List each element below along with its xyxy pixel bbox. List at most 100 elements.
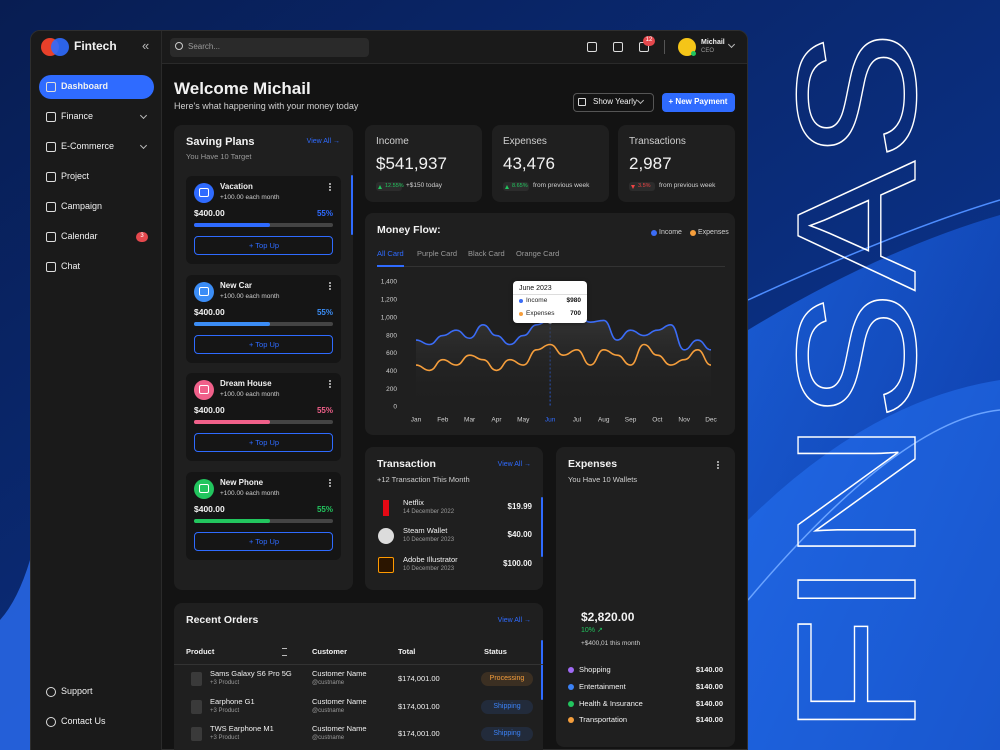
top-up-label: + Top Up <box>248 536 280 546</box>
chart-tab[interactable]: Black Card <box>468 249 505 259</box>
tooltip-label: Expenses <box>526 309 555 317</box>
new-payment-button[interactable] <box>662 93 735 112</box>
transaction-icon <box>378 557 394 573</box>
plan-percent: 55% <box>316 504 333 514</box>
card-title: Expenses <box>568 458 618 471</box>
top-icon[interactable] <box>613 42 623 52</box>
nav-item[interactable]: Chat <box>61 261 81 272</box>
customer-handle: @custname <box>312 680 345 687</box>
period-label: Show Yearly <box>593 97 638 107</box>
card-subtitle: You Have 10 Wallets <box>568 475 638 485</box>
status-pill <box>481 672 533 686</box>
stat-note: from previous week <box>533 182 590 190</box>
legend-label: Income <box>659 229 682 237</box>
card-title: Saving Plans <box>186 135 255 148</box>
tooltip-value: 700 <box>570 309 581 317</box>
stat-card <box>618 125 735 202</box>
nav-icon <box>46 142 56 152</box>
plan-icon-glyph <box>199 385 209 394</box>
nav-icon <box>46 202 56 212</box>
order-status: Shipping <box>493 703 521 711</box>
customer-name: Customer Name <box>312 669 367 679</box>
menu-dot <box>717 467 719 470</box>
card-subtitle: +12 Transaction This Month <box>377 475 470 485</box>
top-up-button[interactable] <box>194 236 333 255</box>
stat-value: $541,937 <box>376 153 447 173</box>
order-total: $174,001.00 <box>398 729 440 739</box>
stat-change: 8.65% <box>512 182 528 189</box>
tooltip-rule <box>513 294 587 295</box>
transaction-amount: $100.00 <box>503 558 532 568</box>
menu-dot <box>329 380 331 382</box>
view-all-link[interactable]: View All → <box>497 461 531 469</box>
nav-item[interactable]: E-Commerce <box>61 141 115 152</box>
nav-icon <box>46 262 56 272</box>
tooltip-dot <box>519 299 523 303</box>
plan-icon-glyph <box>199 287 209 296</box>
chart-tab[interactable]: Purple Card <box>417 249 458 259</box>
plan-name: New Phone <box>220 477 264 487</box>
menu-dot <box>329 186 331 189</box>
menu-dot <box>329 189 331 192</box>
chart-title: Money Flow: <box>377 224 441 237</box>
nav-item[interactable]: Calendar <box>61 231 98 242</box>
customer-handle: @custname <box>312 735 345 742</box>
money-flow-card <box>365 213 735 435</box>
nav-item[interactable]: Project <box>61 171 90 182</box>
stat-badge <box>629 182 655 191</box>
menu-dot <box>329 288 331 291</box>
footer-icon <box>46 687 56 697</box>
nav-badge <box>136 232 148 242</box>
transaction-icon <box>378 528 394 544</box>
nav-item[interactable]: Campaign <box>61 201 103 212</box>
transaction-amount: $40.00 <box>507 529 532 539</box>
top-up-label: + Top Up <box>248 339 280 349</box>
menu-dot <box>329 285 331 288</box>
top-up-label: + Top Up <box>248 437 280 447</box>
user-role: CEO <box>701 48 715 55</box>
plan-rate: +100.00 each month <box>220 390 280 398</box>
customer-handle: @custname <box>312 708 345 715</box>
footer-link[interactable]: Contact Us <box>61 716 106 727</box>
stat-note: from previous week <box>659 182 716 190</box>
user-name: Michail <box>701 39 725 47</box>
nav-item[interactable]: Dashboard <box>61 81 109 92</box>
view-all-link[interactable]: View All → <box>497 617 531 625</box>
progress-bar <box>194 519 271 523</box>
footer-link[interactable]: Support <box>61 686 93 697</box>
menu-dot <box>329 282 331 284</box>
legend-dot <box>568 667 574 673</box>
wave <box>748 380 1000 750</box>
view-all-link[interactable]: View All → <box>306 138 340 146</box>
card-subtitle: You Have 10 Target <box>186 152 252 162</box>
top-up-button[interactable] <box>194 532 333 551</box>
stat-card <box>492 125 609 202</box>
card-title: Recent Orders <box>186 614 259 627</box>
avatar-status <box>691 51 696 56</box>
stat-label: Income <box>376 135 409 147</box>
expense-amount: $140.00 <box>695 699 723 709</box>
search-box[interactable] <box>170 38 369 57</box>
chart-tab[interactable]: Orange Card <box>516 249 560 259</box>
wave <box>0 560 30 750</box>
page-title: Welcome Michail <box>174 78 311 98</box>
top-up-button[interactable] <box>194 433 333 452</box>
nav-item[interactable]: Finance <box>61 111 94 122</box>
sidebar <box>31 31 162 750</box>
collapse-button[interactable]: « <box>142 37 150 53</box>
period-select[interactable] <box>573 93 654 112</box>
wave-line <box>747 199 1000 301</box>
column-header: Product <box>186 647 215 657</box>
tooltip-label: Income <box>526 296 548 304</box>
top-icon[interactable] <box>587 42 597 52</box>
stat-change: 12.55% <box>385 182 404 189</box>
top-up-button[interactable] <box>194 335 333 354</box>
chart-tab[interactable]: All Card <box>377 249 404 259</box>
column-header: Customer <box>312 647 348 657</box>
customer-name: Customer Name <box>312 724 367 734</box>
scrollbar <box>541 497 543 557</box>
expense-category: Entertainment <box>579 682 626 692</box>
stat-value: 2,987 <box>629 153 672 173</box>
nav-icon <box>46 82 56 92</box>
menu-dot <box>717 464 719 467</box>
